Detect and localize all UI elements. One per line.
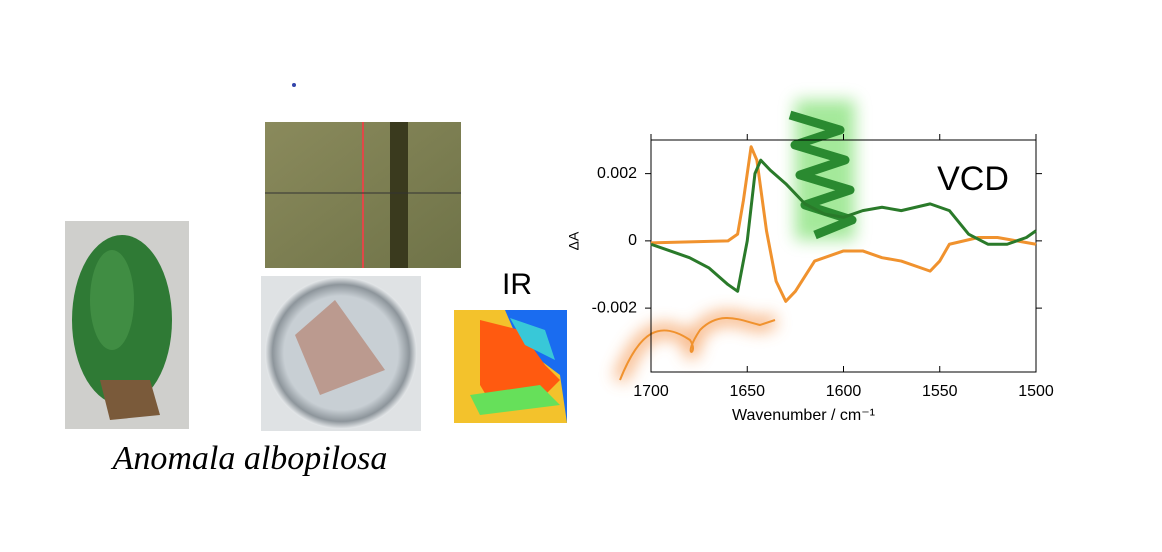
ir-map (454, 310, 567, 423)
dish-photo (261, 276, 421, 431)
glow-squiggle (613, 311, 778, 383)
dot (292, 83, 296, 87)
ir-label: IR (502, 268, 532, 301)
beetle-photo (65, 221, 189, 429)
series-line (650, 158, 1037, 293)
x-tick-label: 1650 (729, 383, 765, 400)
squiggle (619, 317, 776, 381)
microscope-image (238, 120, 463, 270)
y-tick-label: 0 (628, 232, 637, 249)
x-tick-label: 1600 (826, 383, 862, 400)
y-axis-label: ΔA (566, 231, 582, 250)
x-tick-label: 1500 (1018, 383, 1054, 400)
series-line (650, 145, 1037, 303)
x-tick-label: 1700 (633, 383, 669, 400)
y-tick-label: 0.002 (597, 165, 637, 182)
x-axis-label: Wavenumber / cm⁻¹ (732, 407, 875, 424)
annotation: VCD (937, 160, 1009, 198)
x-tick-label: 1550 (922, 383, 958, 400)
y-tick-label: -0.002 (592, 299, 637, 316)
species-name: Anomala albopilosa (111, 440, 388, 477)
